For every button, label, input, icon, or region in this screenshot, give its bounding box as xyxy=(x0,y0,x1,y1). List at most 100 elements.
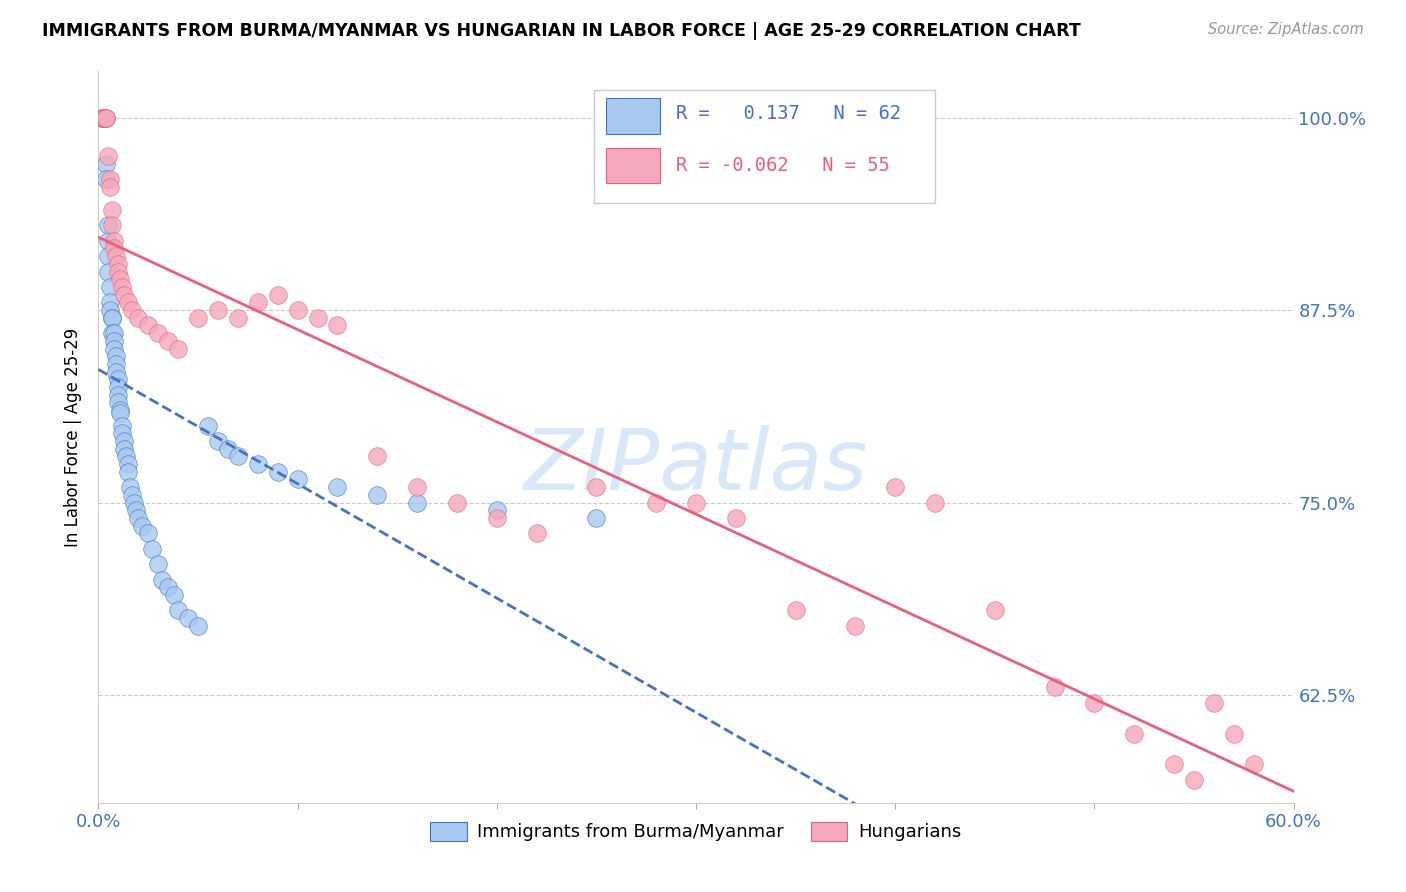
FancyBboxPatch shape xyxy=(606,148,661,183)
Point xyxy=(884,480,907,494)
Point xyxy=(97,234,120,248)
Point xyxy=(111,426,134,441)
Point xyxy=(96,111,118,125)
Point xyxy=(924,495,946,509)
Point xyxy=(785,603,807,617)
Point xyxy=(844,618,866,632)
Point xyxy=(307,310,329,325)
Point xyxy=(117,465,139,479)
Point xyxy=(97,219,120,233)
Point xyxy=(645,495,668,509)
FancyBboxPatch shape xyxy=(595,90,935,203)
Point xyxy=(197,418,219,433)
Text: Source: ZipAtlas.com: Source: ZipAtlas.com xyxy=(1208,22,1364,37)
Point xyxy=(585,480,607,494)
Point xyxy=(111,280,134,294)
Point xyxy=(101,310,124,325)
Point xyxy=(163,588,186,602)
Point xyxy=(1083,696,1105,710)
Point xyxy=(124,495,146,509)
Point xyxy=(1123,726,1146,740)
Point xyxy=(98,295,122,310)
Point xyxy=(141,541,163,556)
Point xyxy=(207,303,229,318)
Point xyxy=(131,518,153,533)
Point xyxy=(406,480,429,494)
FancyBboxPatch shape xyxy=(606,98,661,134)
Point xyxy=(105,365,128,379)
Point xyxy=(217,442,239,456)
Point xyxy=(366,450,388,464)
Point xyxy=(1243,757,1265,772)
Point xyxy=(326,480,349,494)
Point xyxy=(98,303,122,318)
Text: R = -0.062   N = 55: R = -0.062 N = 55 xyxy=(676,156,890,175)
Point xyxy=(177,611,200,625)
Point xyxy=(105,349,128,363)
Point xyxy=(117,457,139,471)
Point xyxy=(107,395,129,409)
Point xyxy=(1202,696,1225,710)
Point xyxy=(93,111,115,125)
Y-axis label: In Labor Force | Age 25-29: In Labor Force | Age 25-29 xyxy=(65,327,83,547)
Point xyxy=(110,403,132,417)
Point xyxy=(1182,772,1205,787)
Point xyxy=(120,480,142,494)
Point xyxy=(97,149,120,163)
Point xyxy=(103,326,125,340)
Point xyxy=(96,111,118,125)
Point xyxy=(111,418,134,433)
Point xyxy=(485,503,508,517)
Point xyxy=(150,573,173,587)
Point xyxy=(246,457,269,471)
Point xyxy=(93,111,115,125)
Point xyxy=(724,511,747,525)
Point xyxy=(112,442,135,456)
Point xyxy=(121,303,143,318)
Point xyxy=(101,219,124,233)
Text: ZIPatlas: ZIPatlas xyxy=(524,425,868,508)
Point xyxy=(167,342,190,356)
Point xyxy=(167,603,190,617)
Point xyxy=(287,303,309,318)
Point xyxy=(187,310,209,325)
Point xyxy=(103,234,125,248)
Point xyxy=(485,511,508,525)
Point xyxy=(127,310,149,325)
Point xyxy=(136,526,159,541)
Point xyxy=(267,465,290,479)
Point xyxy=(112,287,135,301)
Point xyxy=(115,450,138,464)
Point xyxy=(96,157,118,171)
Point xyxy=(136,318,159,333)
Point xyxy=(105,249,128,263)
Point xyxy=(107,257,129,271)
Point xyxy=(101,202,124,217)
Point xyxy=(585,511,607,525)
Point xyxy=(287,472,309,486)
Point xyxy=(1163,757,1185,772)
Point xyxy=(1223,726,1246,740)
Text: IMMIGRANTS FROM BURMA/MYANMAR VS HUNGARIAN IN LABOR FORCE | AGE 25-29 CORRELATIO: IMMIGRANTS FROM BURMA/MYANMAR VS HUNGARI… xyxy=(42,22,1081,40)
Point xyxy=(148,557,170,571)
Point xyxy=(96,172,118,186)
Point xyxy=(446,495,468,509)
Point xyxy=(105,357,128,371)
Point xyxy=(103,242,125,256)
Point xyxy=(127,511,149,525)
Point xyxy=(103,342,125,356)
Legend: Immigrants from Burma/Myanmar, Hungarians: Immigrants from Burma/Myanmar, Hungarian… xyxy=(423,814,969,848)
Point xyxy=(101,310,124,325)
Point xyxy=(101,326,124,340)
Point xyxy=(107,388,129,402)
Point xyxy=(366,488,388,502)
Point xyxy=(117,295,139,310)
Point xyxy=(98,280,122,294)
Point xyxy=(267,287,290,301)
Point xyxy=(121,488,143,502)
Point xyxy=(91,111,114,125)
Point xyxy=(685,495,707,509)
Point xyxy=(97,264,120,278)
Point xyxy=(326,318,349,333)
Point xyxy=(93,111,115,125)
